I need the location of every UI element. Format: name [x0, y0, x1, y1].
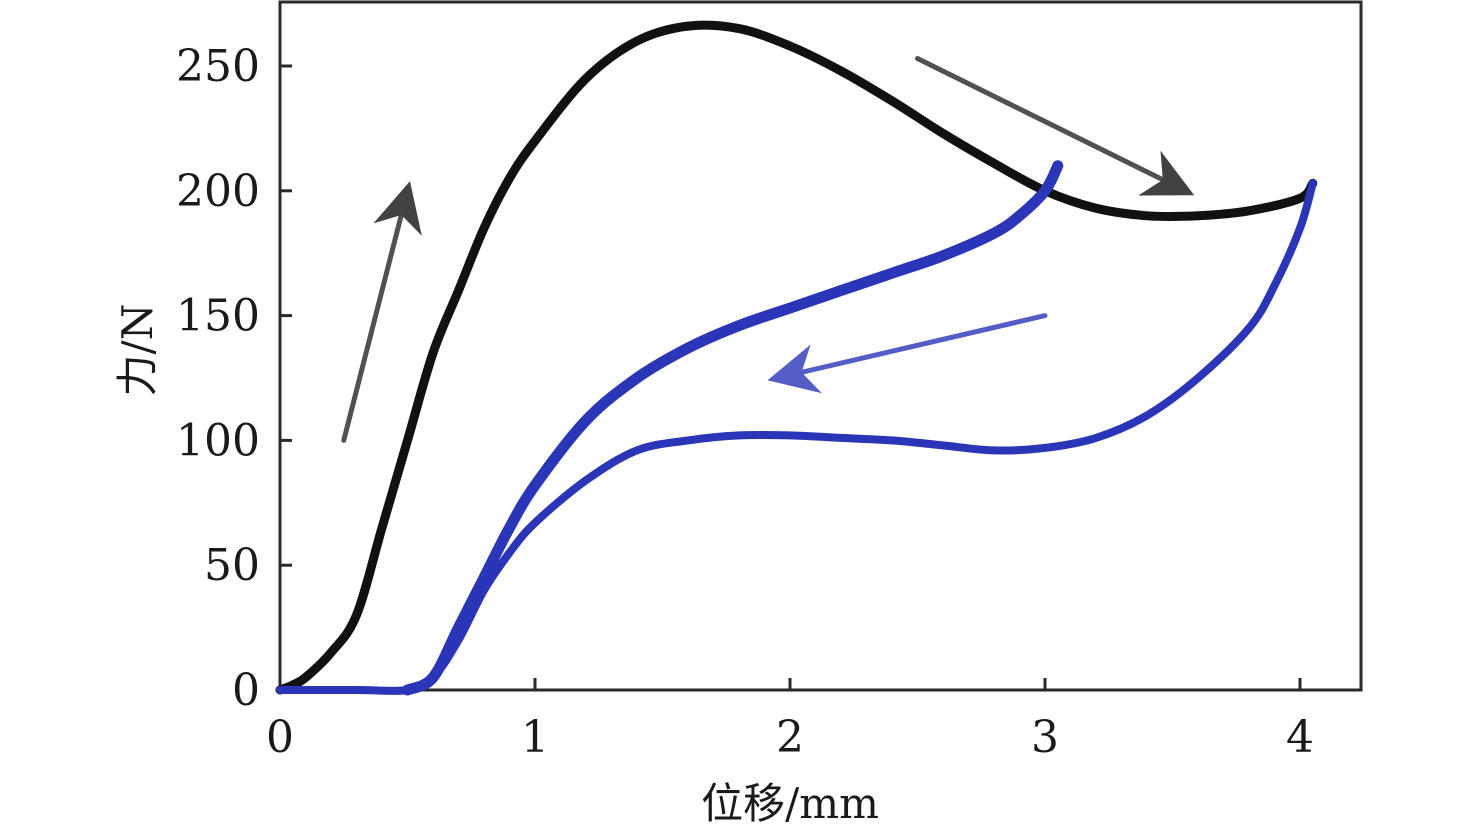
unloading-direction-arrow: [767, 313, 1048, 394]
series-layer: [275, 20, 1318, 696]
y-tick-label: 0: [232, 665, 260, 716]
loading-direction-arrow: [341, 181, 422, 443]
y-tick-label: 50: [204, 540, 260, 591]
y-tick-label: 250: [176, 41, 260, 92]
x-tick-label: 3: [1031, 712, 1059, 763]
annotation-layer: [341, 56, 1195, 443]
x-tick-label: 1: [521, 712, 549, 763]
x-tick-label: 4: [1286, 712, 1314, 763]
x-tick-label: 2: [776, 712, 804, 763]
y-tick-label: 100: [176, 415, 260, 466]
series-line-loading: [275, 20, 1318, 695]
series-line-unloading-upper: [402, 160, 1064, 696]
y-tick-label: 200: [176, 166, 260, 217]
plot-frame: [278, 0, 1363, 692]
y-tick-label: 150: [176, 291, 260, 342]
softening-direction-arrow: [915, 56, 1195, 196]
series-line-unloading-lower: [276, 179, 1317, 695]
axis-ticks: 0 1 2 3 4 0 50 100 150 200 250: [176, 41, 1314, 763]
x-axis-label: 位移/mm: [701, 779, 879, 828]
y-axis-label: 力/N: [113, 304, 162, 397]
x-tick-label: 0: [266, 712, 294, 763]
